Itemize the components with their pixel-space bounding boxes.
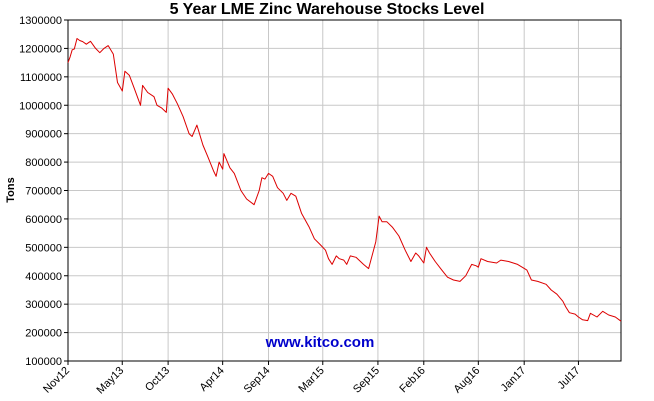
y-tick-label: 600000 <box>25 214 62 226</box>
chart-title: 5 Year LME Zinc Warehouse Stocks Level <box>170 1 485 18</box>
x-tick-label: May13 <box>95 365 127 397</box>
x-tick-label: Sep14 <box>242 365 273 396</box>
y-tick-label: 700000 <box>25 186 62 198</box>
x-tick-label: Nov12 <box>41 365 72 396</box>
x-tick-label: Oct13 <box>143 365 172 394</box>
x-tick-label: Feb16 <box>397 365 428 396</box>
y-tick-label: 200000 <box>25 328 62 340</box>
y-tick-label: 800000 <box>25 157 62 169</box>
y-axis-title: Tons <box>5 177 17 202</box>
zinc-stocks-series-line <box>67 38 622 322</box>
y-tick-label: 500000 <box>25 242 62 254</box>
x-tick-label: Aug16 <box>451 365 482 396</box>
y-tick-label: 1200000 <box>19 43 62 55</box>
x-tick-label: Apr14 <box>198 365 227 394</box>
y-tick-label: 300000 <box>25 299 62 311</box>
y-tick-label: 900000 <box>25 129 62 141</box>
x-tick-label: Jan17 <box>499 365 529 395</box>
grid <box>67 19 621 362</box>
y-tick-label: 100000 <box>25 356 62 368</box>
x-tick-label: Sep15 <box>351 365 382 396</box>
x-tick-label: Mar15 <box>296 365 327 396</box>
x-tick-label: Jul17 <box>555 365 582 392</box>
y-tick-label: 1100000 <box>20 72 62 84</box>
y-axis: 100000 200000 300000 400000 500000 600000 7000… <box>19 15 68 368</box>
y-tick-label: 1000000 <box>19 100 62 112</box>
x-axis: Nov12 May13 Oct13 Apr14 Sep14 Mar15 Sep15 Feb16… <box>41 361 583 397</box>
y-tick-label: 1300000 <box>19 15 62 27</box>
y-tick-label: 400000 <box>25 271 62 283</box>
watermark-text: www.kitco.com <box>265 334 375 351</box>
